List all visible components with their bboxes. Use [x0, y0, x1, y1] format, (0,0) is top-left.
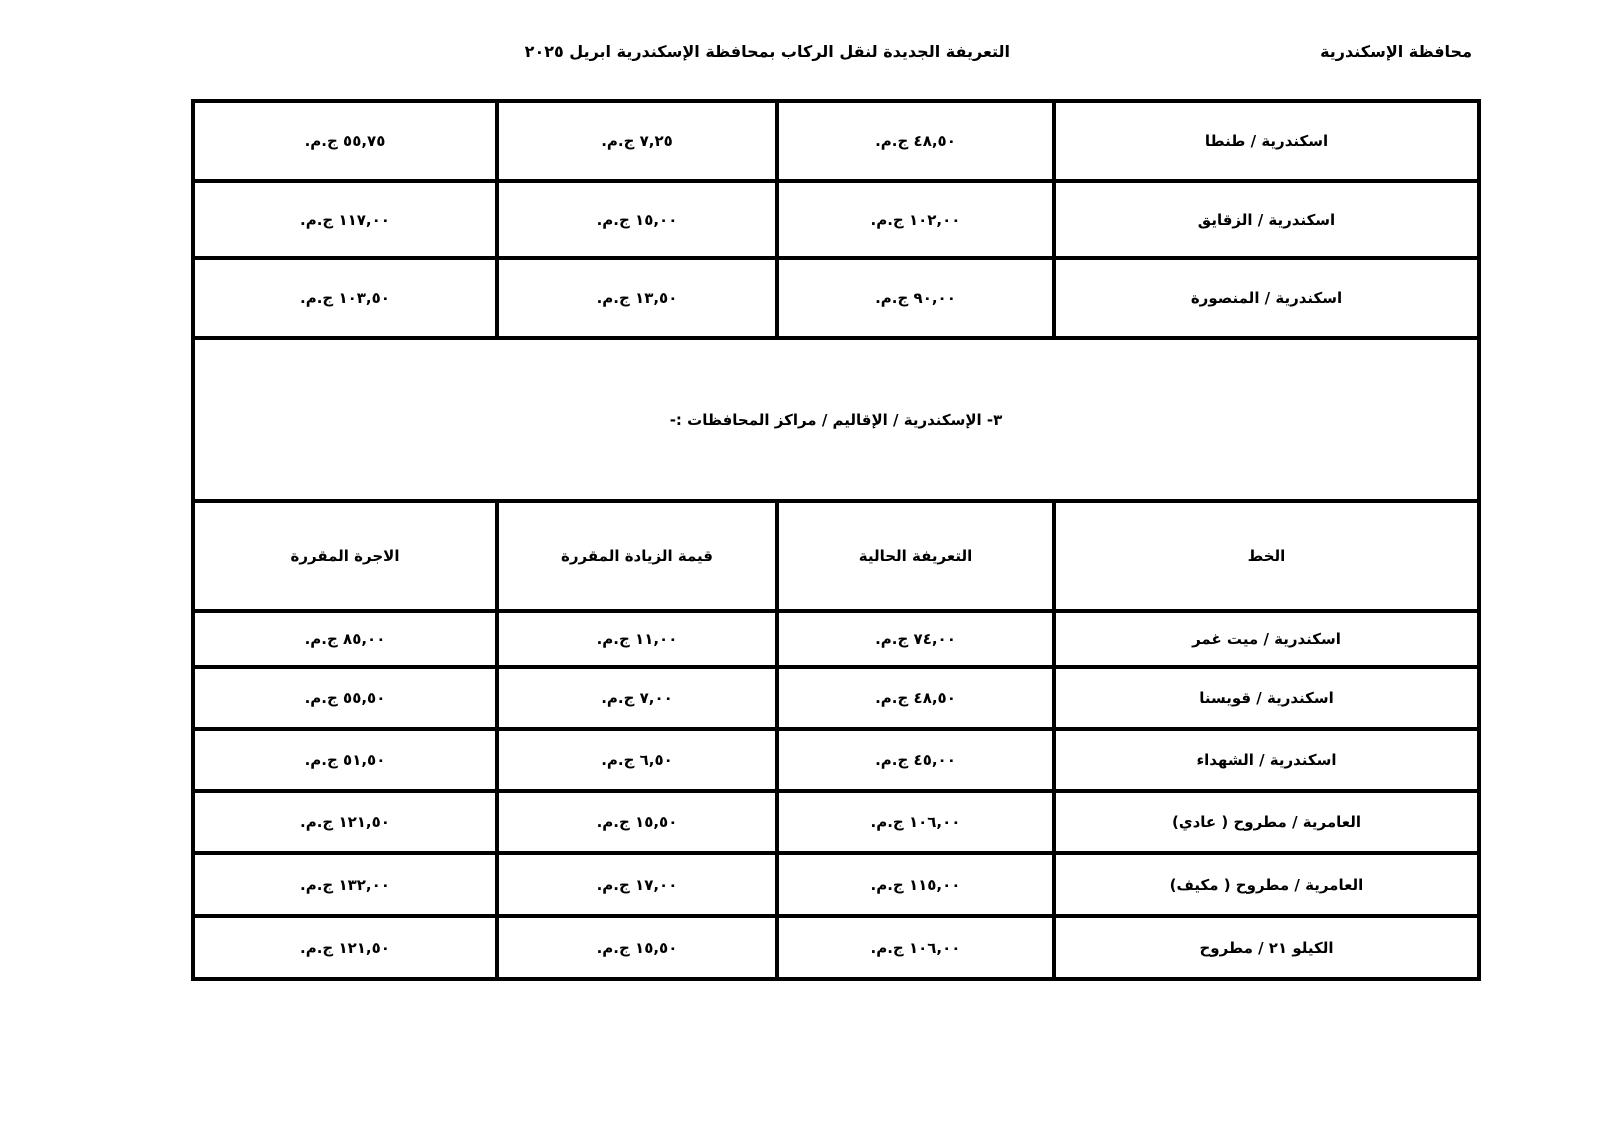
cell-increase: ١٥,٥٠ ج.م.: [495, 789, 779, 855]
cell-current: ١٠٦,٠٠ ج.م.: [775, 789, 1056, 855]
section-row: ٣- الإسكندرية / الإقاليم / مراكز المحافظ…: [191, 336, 1481, 503]
cell-increase: ٧,٢٥ ج.م.: [495, 99, 779, 183]
cell-increase: ١٥,٠٠ ج.م.: [495, 179, 779, 260]
table-row: العامرية / مطروح ( مكيف) ١١٥,٠٠ ج.م. ١٧,٠٠…: [191, 851, 1481, 918]
cell-increase: ١٣,٥٠ ج.م.: [495, 256, 779, 340]
cell-increase: ١٥,٥٠ ج.م.: [495, 914, 779, 981]
cell-increase: ١٧,٠٠ ج.م.: [495, 851, 779, 918]
table-row: اسكندرية / الزقايق ١٠٢,٠٠ ج.م. ١٥,٠٠ ج.م. ١…: [191, 179, 1481, 260]
cell-increase: ١١,٠٠ ج.م.: [495, 609, 779, 669]
cell-fare: ٥٥,٥٠ ج.م.: [191, 665, 499, 731]
table-row: الكيلو ٢١ / مطروح ١٠٦,٠٠ ج.م. ١٥,٥٠ ج.م. ١٢…: [191, 914, 1481, 981]
cell-current: ١٠٢,٠٠ ج.م.: [775, 179, 1056, 260]
governorate-label: محافظة الإسكندرية: [1320, 42, 1472, 61]
cell-current: ٤٥,٠٠ ج.م.: [775, 727, 1056, 793]
cell-fare: ١٣٢,٠٠ ج.م.: [191, 851, 499, 918]
cell-current: ١١٥,٠٠ ج.م.: [775, 851, 1056, 918]
cell-increase: ٧,٠٠ ج.م.: [495, 665, 779, 731]
cell-route: الكيلو ٢١ / مطروح: [1052, 914, 1481, 981]
document-title: التعريفة الجديدة لنقل الركاب بمحافظة الإ…: [524, 42, 1010, 61]
cell-route: اسكندرية / قويسنا: [1052, 665, 1481, 731]
cell-current: ٤٨,٥٠ ج.م.: [775, 99, 1056, 183]
table-row: اسكندرية / قويسنا ٤٨,٥٠ ج.م. ٧,٠٠ ج.م. ٥٥,٥…: [191, 665, 1481, 731]
cell-route: اسكندرية / الزقايق: [1052, 179, 1481, 260]
cell-current: ٤٨,٥٠ ج.م.: [775, 665, 1056, 731]
cell-route: اسكندرية / المنصورة: [1052, 256, 1481, 340]
cell-fare: ١٠٣,٥٠ ج.م.: [191, 256, 499, 340]
column-header-fare: الاجرة المقررة: [191, 499, 499, 613]
cell-current: ٧٤,٠٠ ج.م.: [775, 609, 1056, 669]
cell-route: العامرية / مطروح ( مكيف): [1052, 851, 1481, 918]
cell-fare: ٥٥,٧٥ ج.م.: [191, 99, 499, 183]
cell-route: اسكندرية / ميت غمر: [1052, 609, 1481, 669]
cell-fare: ١٢١,٥٠ ج.م.: [191, 789, 499, 855]
cell-fare: ١١٧,٠٠ ج.م.: [191, 179, 499, 260]
table-row: اسكندرية / المنصورة ٩٠,٠٠ ج.م. ١٣,٥٠ ج.م. ١…: [191, 256, 1481, 340]
cell-fare: ١٢١,٥٠ ج.م.: [191, 914, 499, 981]
section-title: ٣- الإسكندرية / الإقاليم / مراكز المحافظ…: [191, 336, 1481, 503]
column-header-current: التعريفة الحالية: [775, 499, 1056, 613]
fare-table: اسكندرية / طنطا ٤٨,٥٠ ج.م. ٧,٢٥ ج.م. ٥٥,٧٥ …: [191, 99, 1481, 981]
header-row: الخط التعريفة الحالية قيمة الزيادة المقررة…: [191, 499, 1481, 613]
cell-fare: ٨٥,٠٠ ج.م.: [191, 609, 499, 669]
cell-increase: ٦,٥٠ ج.م.: [495, 727, 779, 793]
cell-route: اسكندرية / طنطا: [1052, 99, 1481, 183]
table-row: اسكندرية / ميت غمر ٧٤,٠٠ ج.م. ١١,٠٠ ج.م. ٨٥…: [191, 609, 1481, 669]
table-row: اسكندرية / طنطا ٤٨,٥٠ ج.م. ٧,٢٥ ج.م. ٥٥,٧٥ …: [191, 99, 1481, 183]
cell-current: ١٠٦,٠٠ ج.م.: [775, 914, 1056, 981]
table-row: العامرية / مطروح ( عادي) ١٠٦,٠٠ ج.م. ١٥,٥٠…: [191, 789, 1481, 855]
cell-fare: ٥١,٥٠ ج.م.: [191, 727, 499, 793]
cell-route: العامرية / مطروح ( عادي): [1052, 789, 1481, 855]
column-header-route: الخط: [1052, 499, 1481, 613]
cell-route: اسكندرية / الشهداء: [1052, 727, 1481, 793]
cell-current: ٩٠,٠٠ ج.م.: [775, 256, 1056, 340]
table-row: اسكندرية / الشهداء ٤٥,٠٠ ج.م. ٦,٥٠ ج.م. ٥١,…: [191, 727, 1481, 793]
column-header-increase: قيمة الزيادة المقررة: [495, 499, 779, 613]
